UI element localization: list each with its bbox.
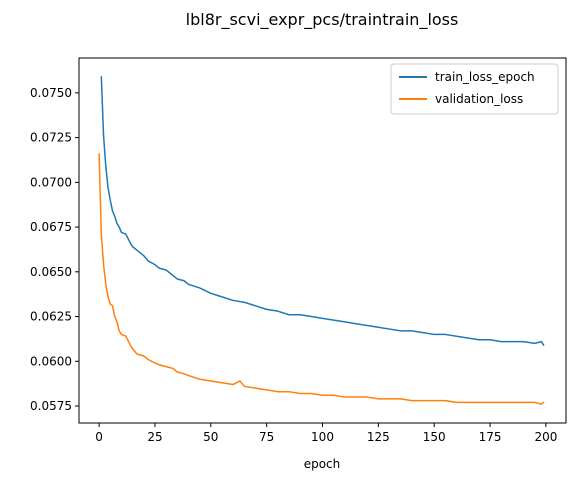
series-line-train-loss-epoch — [100, 76, 545, 346]
y-tick-label: 0.0725 — [30, 131, 72, 145]
y-tick-label: 0.0650 — [30, 265, 72, 279]
y-tick-label: 0.0600 — [30, 354, 72, 368]
x-tick-label: 0 — [95, 430, 103, 444]
legend-box — [390, 63, 559, 115]
legend: train_loss_epoch validation_loss — [390, 63, 559, 115]
x-tick-label: 200 — [534, 430, 557, 444]
series-layer — [98, 76, 545, 405]
legend-label-train-loss-epoch: train_loss_epoch — [435, 70, 535, 84]
y-tick-label: 0.0750 — [30, 86, 72, 100]
x-tick-label: 175 — [479, 430, 502, 444]
plot-area: 0 25 50 75 100 125 150 175 200 0.0575 0.0600 0.062… — [30, 57, 567, 444]
x-tick-label: 125 — [367, 430, 390, 444]
x-axis: 0 25 50 75 100 125 150 175 200 — [95, 423, 557, 444]
x-tick-label: 50 — [203, 430, 218, 444]
x-tick-label: 100 — [311, 430, 334, 444]
y-tick-label: 0.0575 — [30, 399, 72, 413]
x-tick-label: 25 — [147, 430, 162, 444]
x-axis-label: epoch — [304, 457, 341, 471]
series-line-validation-loss — [98, 152, 545, 405]
x-tick-label: 75 — [259, 430, 274, 444]
x-tick-label: 150 — [423, 430, 446, 444]
legend-label-validation-loss: validation_loss — [435, 92, 523, 106]
chart-title: lbl8r_scvi_expr_pcs/traintrain_loss — [186, 10, 459, 30]
y-axis: 0.0575 0.0600 0.0625 0.0650 0.0675 0.0700 0.07… — [30, 86, 79, 413]
plot-frame — [78, 57, 567, 424]
y-tick-label: 0.0675 — [30, 220, 72, 234]
y-tick-label: 0.0625 — [30, 310, 72, 324]
y-tick-label: 0.0700 — [30, 175, 72, 189]
